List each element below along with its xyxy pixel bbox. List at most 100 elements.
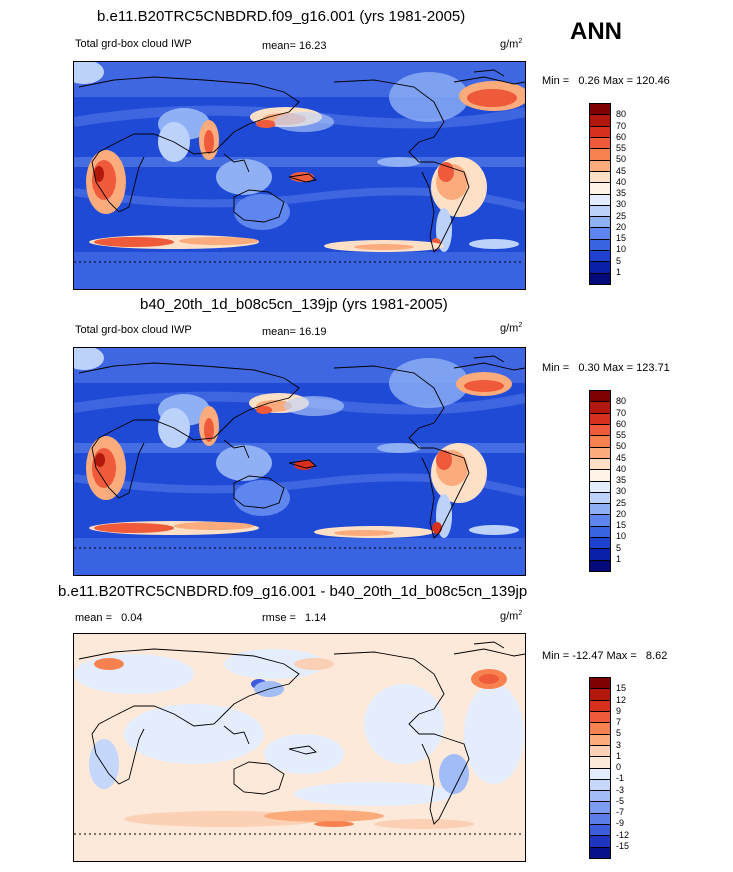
colorbar-label: 20 [616, 221, 627, 232]
colorbar-label: 5 [616, 542, 622, 553]
colorbar-label: 5 [616, 255, 622, 266]
colorbar-label: 60 [616, 418, 627, 429]
colorbar-swatch [590, 262, 610, 274]
colorbar-label: 50 [616, 154, 627, 165]
colorbar-swatch [590, 813, 610, 826]
colorbar-label: 55 [616, 143, 627, 153]
panel-2-mean: mean= 16.19 [262, 326, 327, 338]
panel-3-map [73, 633, 526, 862]
colorbar-swatch [590, 825, 610, 837]
colorbar-swatch [590, 802, 610, 814]
panel-1-mean-label: mean= [262, 40, 296, 52]
colorbar-label: -1 [616, 773, 625, 784]
colorbar-swatch [590, 228, 610, 240]
colorbar-swatch [590, 205, 610, 218]
panel-1-variable-label: Total grd-box cloud IWP [75, 38, 192, 50]
colorbar-swatch [590, 171, 610, 184]
colorbar-label: 7 [616, 717, 622, 727]
colorbar-label: 40 [616, 176, 627, 187]
colorbar-label: 25 [616, 497, 627, 508]
colorbar-swatch [590, 836, 610, 848]
colorbar-swatch [590, 239, 610, 252]
panel-2-title: b40_20th_1d_b08c5cn_139jp (yrs 1981-2005… [140, 296, 448, 313]
colorbar-swatch [590, 689, 610, 701]
colorbar-swatch [590, 402, 610, 414]
panel-3-mean-value: 0.04 [121, 612, 143, 624]
colorbar-label: 70 [616, 120, 627, 131]
colorbar-label: 45 [616, 165, 627, 176]
colorbar-label: 15 [616, 233, 627, 243]
colorbar-label: 60 [616, 131, 627, 142]
colorbar-swatch [590, 481, 610, 493]
panel-2-mean-label: mean= [262, 326, 296, 338]
colorbar-label: 12 [616, 694, 627, 705]
colorbar-swatch [590, 711, 610, 724]
panel-2-minmax: Min = 0.30 Max = 123.71 [542, 362, 670, 374]
colorbar-swatch [590, 745, 610, 758]
colorbar-swatch [590, 217, 610, 229]
colorbar-swatch [590, 791, 610, 803]
colorbar-label: 10 [616, 244, 627, 255]
colorbar-swatch [590, 391, 610, 403]
colorbar-swatch [590, 779, 610, 792]
colorbar-swatch [590, 194, 610, 206]
colorbar-label: 15 [616, 520, 627, 530]
colorbar-label: 1 [616, 553, 622, 564]
colorbar-swatch [590, 560, 610, 571]
panel-3-rmse-label: rmse = [262, 612, 296, 624]
colorbar-label: 80 [616, 109, 627, 120]
colorbar-swatch [590, 678, 610, 690]
colorbar-swatch [590, 273, 610, 284]
panel-3-minmax: Min = -12.47 Max = 8.62 [542, 650, 668, 662]
colorbar-label: 0 [616, 762, 622, 772]
colorbar-swatch [590, 126, 610, 138]
panel-1-map [73, 61, 526, 290]
panel-2-variable-label: Total grd-box cloud IWP [75, 324, 192, 336]
colorbar-swatch [590, 413, 610, 425]
panel-2-mean-value: 16.19 [299, 326, 327, 338]
colorbar-label: -3 [616, 784, 625, 795]
colorbar-swatch [590, 251, 610, 263]
colorbar-label: 80 [616, 396, 627, 407]
colorbar-label: 30 [616, 486, 627, 497]
panel-2-units: g/m2 [500, 322, 523, 335]
colorbar-label: 15 [616, 683, 627, 694]
colorbar-label: -12 [616, 829, 630, 840]
colorbar-label: -7 [616, 807, 625, 817]
colorbar-swatch [590, 447, 610, 459]
panel-1-units: g/m2 [500, 38, 523, 51]
panel-3-mean: mean = 0.04 [75, 612, 142, 624]
panel-3-title: b.e11.B20TRC5CNBDRD.f09_g16.001 - b40_20… [58, 583, 528, 600]
panel-2-map [73, 347, 526, 576]
colorbar-swatch [590, 504, 610, 516]
colorbar-label: 1 [616, 266, 622, 277]
colorbar-label: 70 [616, 407, 627, 418]
panel-3-rmse-value: 1.14 [305, 612, 327, 624]
panel-2-colorbar [589, 390, 611, 572]
colorbar-swatch [590, 549, 610, 561]
colorbar-swatch [590, 538, 610, 550]
colorbar-swatch [590, 768, 610, 780]
colorbar-label: 10 [616, 531, 627, 542]
colorbar-swatch [590, 515, 610, 527]
colorbar-label: 20 [616, 508, 627, 519]
colorbar-swatch [590, 757, 610, 769]
panel-3-rmse: rmse = 1.14 [262, 612, 326, 624]
colorbar-swatch [590, 149, 610, 161]
colorbar-label: 3 [616, 739, 622, 750]
colorbar-label: -5 [616, 795, 625, 806]
panel-3-colorbar [589, 677, 611, 859]
colorbar-swatch [590, 492, 610, 505]
colorbar-swatch [590, 458, 610, 471]
panel-1-colorbar [589, 103, 611, 285]
panel-1-title: b.e11.B20TRC5CNBDRD.f09_g16.001 (yrs 198… [97, 8, 466, 25]
panel-1-map-svg [74, 62, 525, 289]
colorbar-label: 50 [616, 441, 627, 452]
colorbar-swatch [590, 137, 610, 150]
colorbar-label: 35 [616, 188, 627, 198]
colorbar-swatch [590, 723, 610, 735]
colorbar-label: 25 [616, 210, 627, 221]
colorbar-label: -9 [616, 818, 625, 829]
colorbar-label: 1 [616, 750, 622, 761]
colorbar-label: 45 [616, 452, 627, 463]
